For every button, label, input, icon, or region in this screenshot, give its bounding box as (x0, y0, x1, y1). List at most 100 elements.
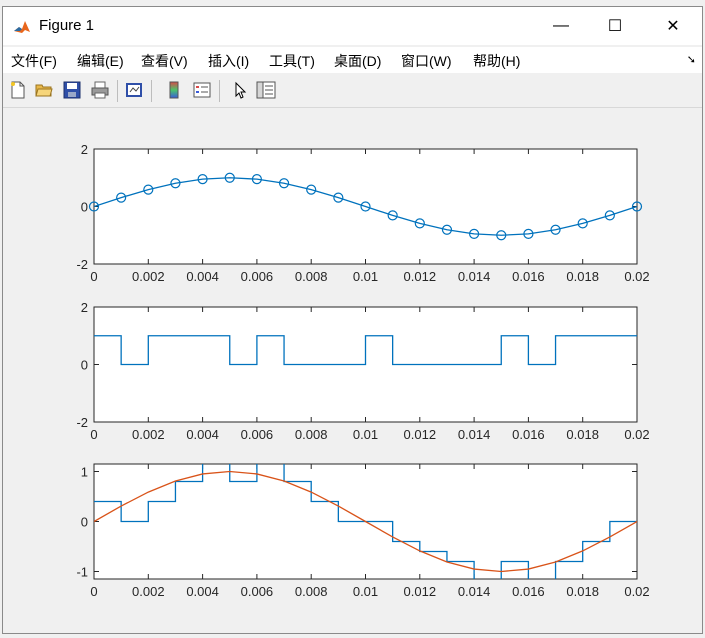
menu-desktop[interactable]: 桌面(D) (334, 53, 382, 69)
x-tick-label: 0.02 (624, 427, 649, 442)
close-icon: ✕ (666, 18, 680, 35)
dock-arrow-icon[interactable]: ➘ (686, 54, 696, 66)
x-tick-label: 0.018 (566, 269, 599, 284)
data-point-marker (306, 184, 317, 195)
figure-canvas[interactable]: 0 0.002 0.004 0.006 0.008 0.01 0.012 0.014 0.016… (3, 111, 702, 633)
minimize-button[interactable]: — (533, 7, 589, 45)
menu-edit[interactable]: 编辑(E) (77, 53, 124, 69)
window-title: Figure 1 (39, 17, 95, 34)
title-bar[interactable]: Figure 1 — ☐ ✕ (3, 7, 702, 45)
menu-file[interactable]: 文件(F) (11, 53, 57, 69)
close-button[interactable]: ✕ (645, 7, 701, 45)
x-tick-label: 0.006 (241, 584, 274, 599)
series-2-line (94, 470, 637, 573)
toolbar-separator (117, 80, 118, 102)
x-tick-label: 0.016 (512, 427, 545, 442)
x-tick-label: 0.002 (132, 427, 165, 442)
x-tick-label: 0.012 (404, 269, 437, 284)
menu-bar: 文件(F) 编辑(E) 查看(V) 插入(I) 工具(T) 桌面(D) 窗口(W… (3, 47, 702, 73)
data-point-marker (197, 174, 208, 185)
y-tick-label: 0 (81, 200, 88, 215)
data-point-marker (441, 224, 453, 235)
menu-view[interactable]: 查看(V) (141, 53, 188, 69)
data-point-marker (224, 172, 235, 183)
x-tick-label: 0 (90, 427, 97, 442)
x-tick-label: 0.004 (186, 427, 219, 442)
save-icon[interactable] (61, 79, 83, 101)
x-tick-label: 0.01 (353, 269, 378, 284)
maximize-button[interactable]: ☐ (587, 7, 643, 45)
x-tick-label: 0.008 (295, 269, 328, 284)
x-tick-label: 0.016 (512, 269, 545, 284)
matlab-logo-icon (13, 18, 31, 36)
x-tick-label: 0.014 (458, 584, 491, 599)
legend-icon[interactable] (191, 79, 213, 101)
x-tick-label: 0.01 (353, 584, 378, 599)
x-tick-label: 0.018 (566, 584, 599, 599)
data-point-marker (550, 224, 561, 235)
data-point-marker (88, 201, 100, 212)
data-point-marker (251, 174, 262, 185)
toolbar (3, 75, 702, 108)
x-tick-label: 0.006 (241, 427, 274, 442)
data-point-marker (414, 218, 425, 229)
x-tick-label: 0.004 (186, 269, 219, 284)
x-tick-label: 0.02 (624, 584, 649, 599)
x-tick-label: 0.008 (295, 427, 328, 442)
x-tick-label: 0.01 (353, 427, 378, 442)
data-point-marker (469, 228, 480, 239)
plot-area: 0 0.002 0.004 0.006 0.008 0.01 0.012 0.014 0.016… (3, 111, 702, 633)
toolbar-separator (219, 80, 220, 102)
figure-window: Figure 1 — ☐ ✕ 文件(F) 编辑(E) 查看(V) 插入(I) 工… (2, 6, 703, 634)
data-point-marker (523, 228, 534, 239)
toolbar-separator (151, 80, 152, 102)
x-tick-label: 0.002 (132, 269, 165, 284)
menu-insert[interactable]: 插入(I) (208, 53, 250, 69)
data-point-marker (631, 201, 643, 212)
x-tick-label: 0.002 (132, 584, 165, 599)
x-tick-label: 0.016 (512, 584, 545, 599)
x-tick-label: 0.012 (404, 584, 437, 599)
x-tick-label: 0.008 (295, 584, 328, 599)
x-tick-label: 0 (90, 269, 97, 284)
y-tick-label: 2 (81, 142, 88, 157)
pointer-icon[interactable] (229, 79, 251, 101)
data-point-marker (604, 210, 615, 221)
print-icon[interactable] (89, 79, 111, 101)
open-file-icon[interactable] (33, 79, 55, 101)
y-tick-label: 0 (81, 515, 88, 530)
data-point-marker (116, 192, 127, 203)
x-tick-label: 0.014 (458, 427, 491, 442)
new-figure-icon[interactable] (7, 79, 29, 101)
y-tick-label: -1 (76, 565, 88, 580)
y-tick-label: 2 (81, 300, 88, 315)
colorbar-icon[interactable] (163, 79, 185, 101)
data-point-marker (333, 192, 344, 203)
data-point-marker (387, 210, 398, 221)
x-tick-label: 0.014 (458, 269, 491, 284)
data-point-marker (496, 230, 507, 241)
minimize-icon: — (553, 17, 569, 34)
x-tick-label: 0 (90, 584, 97, 599)
y-tick-label: 0 (81, 358, 88, 373)
x-tick-label: 0.012 (404, 427, 437, 442)
data-point-marker (278, 178, 290, 189)
data-point-marker (143, 184, 154, 195)
menu-window[interactable]: 窗口(W) (401, 53, 452, 69)
menu-help[interactable]: 帮助(H) (473, 53, 521, 69)
x-tick-label: 0.006 (241, 269, 274, 284)
y-tick-label: -2 (76, 257, 88, 272)
series-line (94, 177, 637, 236)
series-line (94, 335, 637, 366)
x-tick-label: 0.018 (566, 427, 599, 442)
link-plot-icon[interactable] (123, 79, 145, 101)
y-tick-label: 1 (81, 465, 88, 480)
x-tick-label: 0.02 (624, 269, 649, 284)
data-point-marker (170, 178, 181, 189)
property-inspector-icon[interactable] (255, 79, 277, 101)
y-tick-label: -2 (76, 415, 88, 430)
data-point-marker (360, 201, 371, 212)
menu-tools[interactable]: 工具(T) (269, 53, 315, 69)
data-point-marker (577, 218, 588, 229)
maximize-icon: ☐ (607, 18, 623, 35)
